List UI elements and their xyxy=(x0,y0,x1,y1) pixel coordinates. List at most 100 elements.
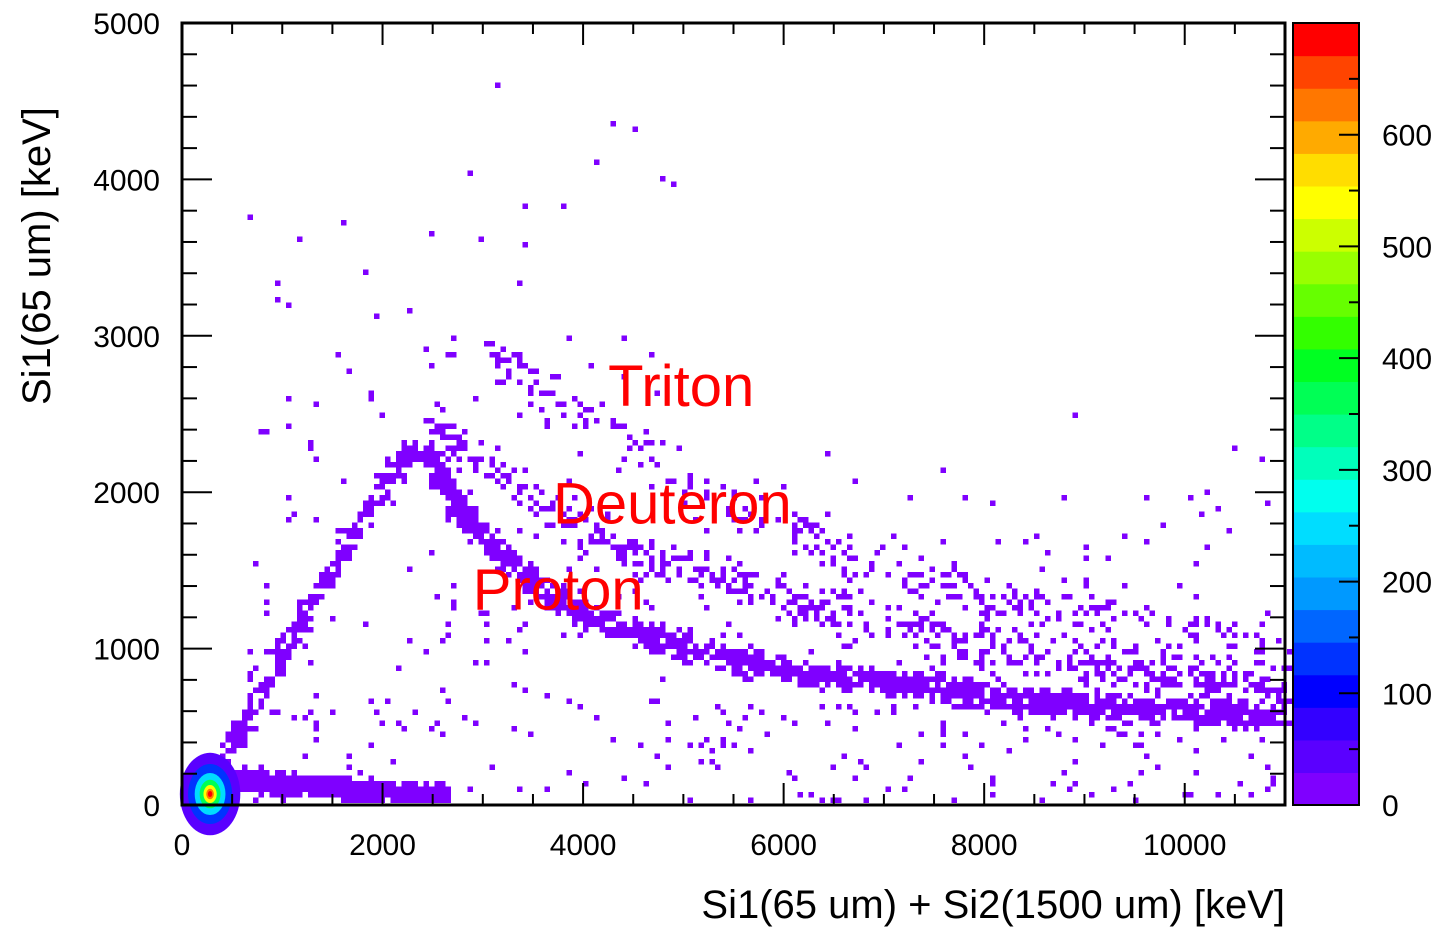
data-bin xyxy=(456,456,462,462)
data-bin xyxy=(847,555,853,561)
data-bin xyxy=(330,709,336,715)
data-bin xyxy=(396,456,402,462)
data-bin xyxy=(836,704,842,710)
data-bin xyxy=(797,605,803,611)
data-bin xyxy=(1166,698,1172,704)
data-bin xyxy=(1122,583,1128,589)
data-bin xyxy=(533,572,539,578)
data-bin xyxy=(660,561,666,567)
data-bin xyxy=(830,610,836,616)
data-bin xyxy=(440,731,446,737)
data-bin xyxy=(572,599,578,605)
data-bin xyxy=(368,511,374,517)
data-bin xyxy=(599,401,605,407)
data-bin xyxy=(308,616,314,622)
data-bin xyxy=(990,643,996,649)
data-bin xyxy=(940,676,946,682)
data-bin xyxy=(803,605,809,611)
data-bin xyxy=(231,720,237,726)
data-bin xyxy=(264,693,270,699)
data-bin xyxy=(1215,720,1221,726)
data-bin xyxy=(1210,698,1216,704)
data-bin xyxy=(759,522,765,528)
data-bin xyxy=(390,786,396,792)
data-bin xyxy=(1160,522,1166,528)
data-bin xyxy=(979,742,985,748)
data-bin xyxy=(440,687,446,693)
data-bin xyxy=(984,709,990,715)
data-bin xyxy=(533,484,539,490)
data-bin xyxy=(1017,632,1023,638)
data-bin xyxy=(599,528,605,534)
data-bin xyxy=(869,671,875,677)
data-bin xyxy=(1265,610,1271,616)
data-bin xyxy=(1160,704,1166,710)
data-bin xyxy=(1094,643,1100,649)
data-bin xyxy=(1210,715,1216,721)
data-bin xyxy=(1056,731,1062,737)
data-bin xyxy=(544,599,550,605)
data-bin xyxy=(495,467,501,473)
data-bin xyxy=(407,797,413,803)
data-bin xyxy=(852,775,858,781)
data-bin xyxy=(495,445,501,451)
data-bin xyxy=(1017,610,1023,616)
data-bin xyxy=(946,698,952,704)
data-bin xyxy=(462,440,468,446)
data-bin xyxy=(709,577,715,583)
data-bin xyxy=(1045,550,1051,556)
data-bin xyxy=(1061,495,1067,501)
data-bin xyxy=(616,467,622,473)
annotation-deuteron: Deuteron xyxy=(553,471,792,536)
data-bin xyxy=(1056,693,1062,699)
data-bin xyxy=(225,737,231,743)
data-bin xyxy=(264,786,270,792)
data-bin xyxy=(1193,665,1199,671)
data-bin xyxy=(841,594,847,600)
data-bin xyxy=(990,792,996,798)
data-bin xyxy=(522,621,528,627)
data-bin xyxy=(632,588,638,594)
data-bin xyxy=(1028,704,1034,710)
data-bin xyxy=(1061,704,1067,710)
data-bin xyxy=(759,671,765,677)
data-bin xyxy=(572,605,578,611)
data-bin xyxy=(544,693,550,699)
data-bin xyxy=(269,786,275,792)
data-bin xyxy=(297,638,303,644)
data-bin xyxy=(440,473,446,479)
data-bin xyxy=(291,643,297,649)
data-bin xyxy=(368,500,374,506)
data-bin xyxy=(781,676,787,682)
data-bin xyxy=(297,627,303,633)
data-bin xyxy=(1248,671,1254,677)
data-bin xyxy=(1160,654,1166,660)
data-bin xyxy=(770,665,776,671)
data-bin xyxy=(869,687,875,693)
data-bin xyxy=(1243,709,1249,715)
data-bin xyxy=(726,720,732,726)
data-bin xyxy=(330,786,336,792)
data-bin xyxy=(1166,704,1172,710)
colorbar-tick-label: 400 xyxy=(1382,343,1432,376)
data-bin xyxy=(1045,599,1051,605)
data-bin xyxy=(264,775,270,781)
data-bin xyxy=(445,517,451,523)
data-bin xyxy=(308,709,314,715)
data-bin xyxy=(847,682,853,688)
data-bin xyxy=(484,539,490,545)
data-bin xyxy=(445,797,451,803)
data-bin xyxy=(605,517,611,523)
data-bin xyxy=(412,451,418,457)
data-bin xyxy=(324,566,330,572)
data-bin xyxy=(819,528,825,534)
data-bin xyxy=(1160,682,1166,688)
data-bin xyxy=(841,605,847,611)
data-bin xyxy=(720,742,726,748)
data-bin xyxy=(539,577,545,583)
data-bin xyxy=(687,473,693,479)
data-bin xyxy=(731,489,737,495)
data-bin xyxy=(1094,698,1100,704)
data-bin xyxy=(1138,742,1144,748)
data-bin xyxy=(1248,720,1254,726)
